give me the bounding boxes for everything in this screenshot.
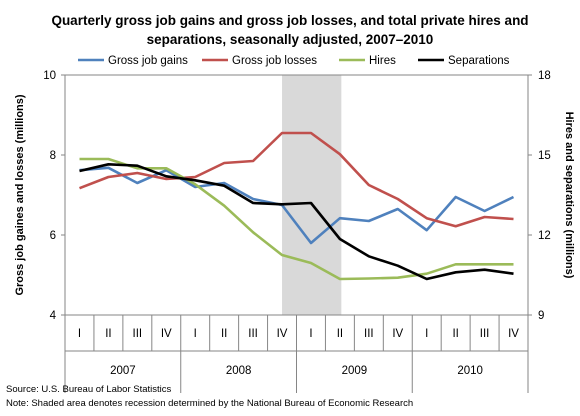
- quarter-label: III: [133, 328, 143, 340]
- quarter-label: I: [309, 328, 312, 340]
- quarter-label: I: [194, 328, 197, 340]
- right-tick-label: 9: [538, 310, 544, 322]
- legend-label: Gross job losses: [232, 55, 317, 67]
- chart-title-line-1: Quarterly gross job gains and gross job …: [51, 13, 528, 28]
- quarter-label: IV: [277, 328, 288, 340]
- left-tick-label: 4: [50, 310, 57, 322]
- quarter-label: II: [337, 328, 343, 340]
- left-y-axis: 4 6 8 10: [43, 70, 65, 322]
- series-line-separations: [79, 163, 514, 281]
- quarter-label: IV: [392, 328, 403, 340]
- series-line-gross-job-losses: [79, 131, 514, 228]
- right-tick-label: 15: [538, 150, 551, 162]
- legend: Gross job gains Gross job losses Hires Sepa…: [78, 55, 510, 67]
- year-label: 2008: [226, 365, 252, 377]
- quarter-label: III: [364, 328, 374, 340]
- chart-title-line-2: separations, seasonally adjusted, 2007–2…: [147, 32, 434, 47]
- quarter-label: I: [425, 328, 428, 340]
- quarter-label: III: [248, 328, 258, 340]
- quarter-label: II: [105, 328, 111, 340]
- left-axis-title: Gross job gaines and losses (millions): [14, 94, 26, 295]
- left-tick-label: 6: [50, 230, 56, 242]
- right-tick-label: 18: [538, 70, 551, 82]
- left-tick-label: 10: [43, 70, 56, 82]
- legend-label: Separations: [448, 55, 510, 67]
- left-tick-label: 8: [50, 150, 56, 162]
- source-note: Source: U.S. Bureau of Labor Statistics: [6, 384, 172, 395]
- legend-label: Hires: [369, 55, 396, 67]
- year-label: 2009: [342, 365, 368, 377]
- right-axis-title: Hires and separations (millions): [563, 112, 575, 279]
- series-lines: [79, 131, 515, 281]
- quarter-label: II: [452, 328, 458, 340]
- year-label: 2007: [110, 365, 136, 377]
- year-label: 2010: [457, 365, 483, 377]
- quarter-label: II: [221, 328, 227, 340]
- quarter-label: IV: [508, 328, 519, 340]
- quarter-label: IV: [161, 328, 172, 340]
- series-line-hires: [79, 157, 514, 281]
- right-tick-label: 12: [538, 230, 551, 242]
- footnote: Note: Shaded area denotes recession dete…: [6, 398, 413, 409]
- right-y-axis: 9 12 15 18: [528, 70, 551, 322]
- recession-shading: [282, 75, 342, 315]
- quarter-label: I: [78, 328, 81, 340]
- quarter-label: III: [480, 328, 490, 340]
- legend-label: Gross job gains: [108, 55, 188, 67]
